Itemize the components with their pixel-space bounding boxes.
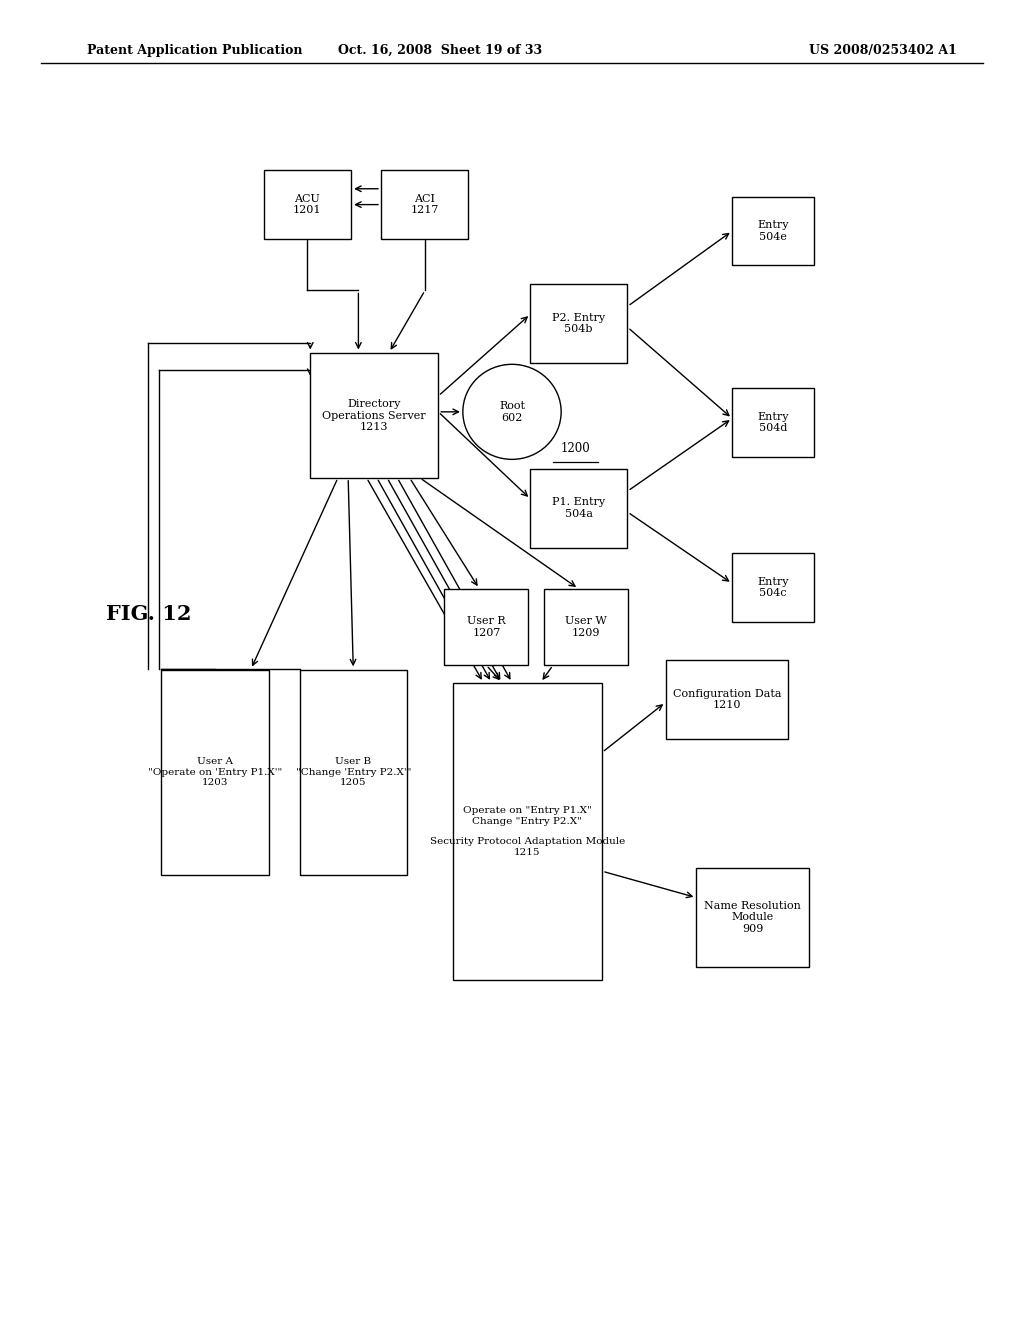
Text: Operate on "Entry P1.X"
Change "Entry P2.X"

Security Protocol Adaptation Module: Operate on "Entry P1.X" Change "Entry P2… xyxy=(430,807,625,857)
FancyBboxPatch shape xyxy=(530,469,627,548)
Text: User B
"Change 'Entry P2.X'"
1205: User B "Change 'Entry P2.X'" 1205 xyxy=(296,758,411,787)
Text: US 2008/0253402 A1: US 2008/0253402 A1 xyxy=(809,44,956,57)
Text: Name Resolution
Module
909: Name Resolution Module 909 xyxy=(705,900,801,935)
FancyBboxPatch shape xyxy=(696,869,809,966)
Text: P1. Entry
504a: P1. Entry 504a xyxy=(552,498,605,519)
Ellipse shape xyxy=(463,364,561,459)
Text: Oct. 16, 2008  Sheet 19 of 33: Oct. 16, 2008 Sheet 19 of 33 xyxy=(338,44,543,57)
Text: Configuration Data
1210: Configuration Data 1210 xyxy=(673,689,781,710)
Text: Entry
504d: Entry 504d xyxy=(758,412,788,433)
FancyBboxPatch shape xyxy=(444,589,528,665)
Text: Entry
504c: Entry 504c xyxy=(758,577,788,598)
Text: User A
"Operate on 'Entry P1.X'"
1203: User A "Operate on 'Entry P1.X'" 1203 xyxy=(147,758,283,787)
Text: User R
1207: User R 1207 xyxy=(467,616,506,638)
Text: ACI
1217: ACI 1217 xyxy=(411,194,439,215)
FancyBboxPatch shape xyxy=(162,671,268,875)
FancyBboxPatch shape xyxy=(309,352,438,478)
Text: Directory
Operations Server
1213: Directory Operations Server 1213 xyxy=(322,399,426,433)
Text: Root
602: Root 602 xyxy=(499,401,525,422)
Text: FIG. 12: FIG. 12 xyxy=(105,603,191,624)
FancyBboxPatch shape xyxy=(732,197,814,265)
Text: Patent Application Publication: Patent Application Publication xyxy=(87,44,302,57)
FancyBboxPatch shape xyxy=(544,589,628,665)
FancyBboxPatch shape xyxy=(732,553,814,622)
FancyBboxPatch shape xyxy=(264,170,350,239)
FancyBboxPatch shape xyxy=(666,660,788,739)
Text: P2. Entry
504b: P2. Entry 504b xyxy=(552,313,605,334)
FancyBboxPatch shape xyxy=(530,284,627,363)
FancyBboxPatch shape xyxy=(381,170,469,239)
FancyBboxPatch shape xyxy=(453,682,602,979)
FancyBboxPatch shape xyxy=(299,671,407,875)
Text: Entry
504e: Entry 504e xyxy=(758,220,788,242)
Text: 1200: 1200 xyxy=(560,442,591,455)
Text: User W
1209: User W 1209 xyxy=(565,616,606,638)
FancyBboxPatch shape xyxy=(732,388,814,457)
Text: ACU
1201: ACU 1201 xyxy=(293,194,322,215)
